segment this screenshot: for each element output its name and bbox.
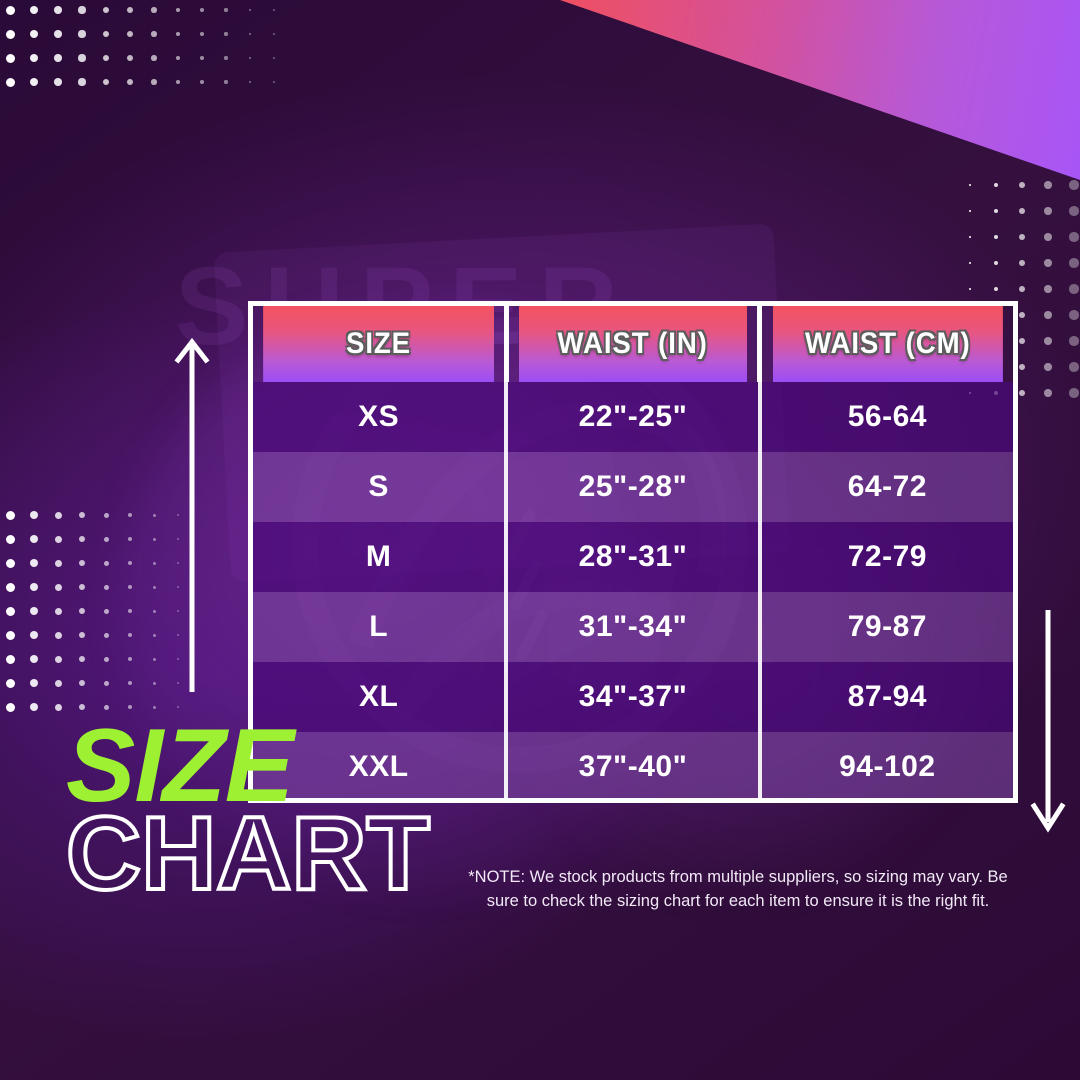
cell-waist-cm: 72-79 [759, 522, 1013, 592]
cell-waist-cm: 64-72 [759, 452, 1013, 522]
cell-size: XS [253, 382, 509, 452]
cell-waist-in: 25"-28" [506, 452, 762, 522]
table-header-row: SIZE WAIST (IN) WAIST (CM) [253, 306, 1013, 382]
table-row: XS 22"-25" 56-64 [253, 382, 1013, 452]
size-chart-table: SIZE WAIST (IN) WAIST (CM) XS 22"-25" 56… [253, 306, 1013, 798]
arrow-down-icon [1030, 610, 1066, 833]
cell-waist-cm: 87-94 [759, 662, 1013, 732]
cell-size: L [253, 592, 509, 662]
cell-size: M [253, 522, 509, 592]
dot-grid-top-left [0, 0, 275, 87]
size-chart-table-container: SIZE WAIST (IN) WAIST (CM) XS 22"-25" 56… [248, 301, 1018, 803]
column-header-size: SIZE [263, 306, 499, 382]
cell-waist-in: 34"-37" [506, 662, 762, 732]
cell-waist-cm: 79-87 [759, 592, 1013, 662]
column-header-waist-cm: WAIST (CM) [769, 306, 1003, 382]
column-header-waist-in: WAIST (IN) [516, 306, 752, 382]
arrow-up-icon [174, 337, 210, 692]
cell-waist-in: 31"-34" [506, 592, 762, 662]
corner-triangle-shape [560, 0, 1080, 180]
table-row: M 28"-31" 72-79 [253, 522, 1013, 592]
cell-waist-in: 37"-40" [506, 732, 762, 798]
dot-grid-mid-left [0, 505, 179, 712]
table-row: XXL 37"-40" 94-102 [253, 732, 1013, 798]
table-row: XL 34"-37" 87-94 [253, 662, 1013, 732]
cell-size: XL [253, 662, 509, 732]
cell-waist-in: 22"-25" [506, 382, 762, 452]
table-row: L 31"-34" 79-87 [253, 592, 1013, 662]
cell-size: XXL [253, 732, 509, 798]
title-word-chart: CHART [64, 796, 432, 913]
table-row: S 25"-28" 64-72 [253, 452, 1013, 522]
cell-waist-in: 28"-31" [506, 522, 762, 592]
table-header: SIZE WAIST (IN) WAIST (CM) [253, 306, 1013, 382]
sizing-note: *NOTE: We stock products from multiple s… [468, 868, 1008, 910]
cell-waist-cm: 56-64 [759, 382, 1013, 452]
table-body: XS 22"-25" 56-64 S 25"-28" 64-72 M 28"-3… [253, 382, 1013, 798]
cell-size: S [253, 452, 509, 522]
cell-waist-cm: 94-102 [759, 732, 1013, 798]
